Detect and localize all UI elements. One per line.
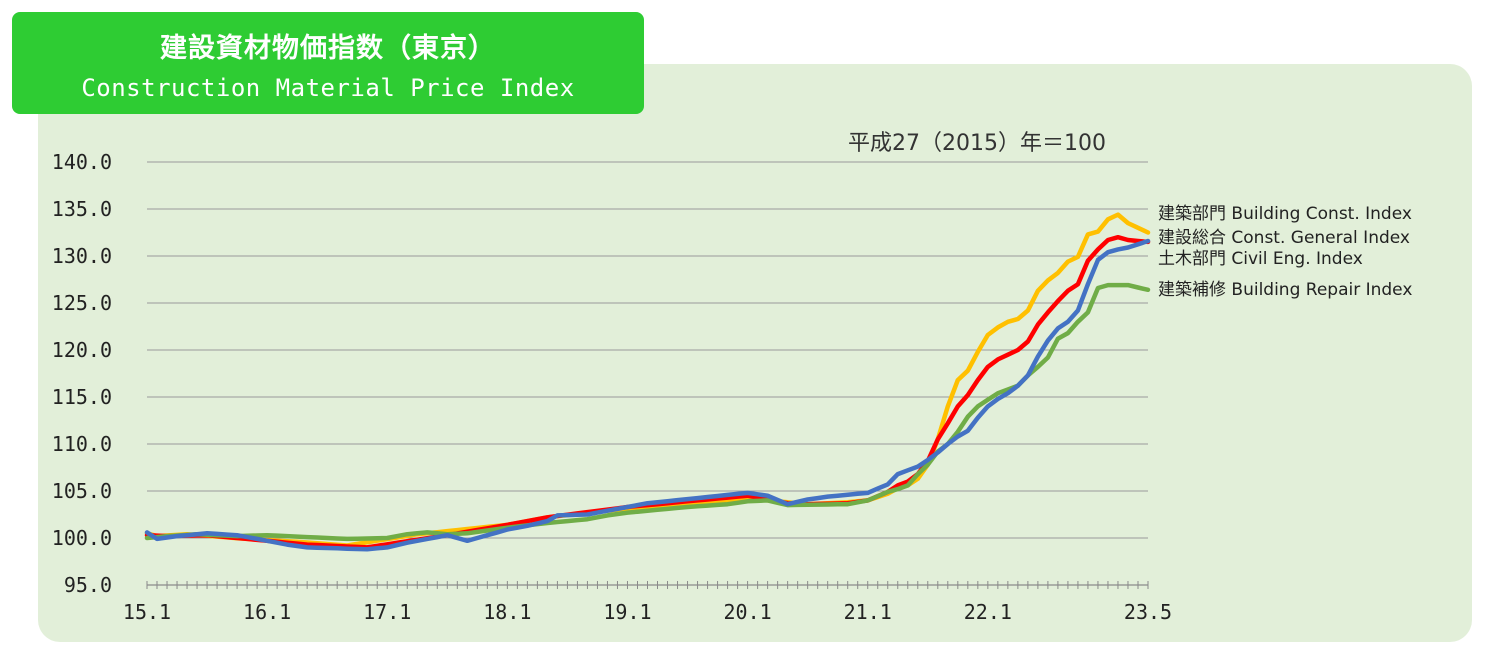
series-line-building-const-index [144,212,1151,548]
base-year-note: 平成27（2015）年＝100 [848,131,1106,156]
y-tick-label: 110.0 [52,432,112,456]
legend-label: 建設総合 Const. General Index [1158,228,1410,248]
x-tick-label: 23.5 [1124,600,1172,624]
y-tick-label: 100.0 [52,526,112,550]
chart-panel [38,64,1472,642]
legend-label: 建築補修 Building Repair Index [1158,280,1412,300]
x-tick-label: 22.1 [964,600,1012,624]
y-tick-label: 105.0 [52,479,112,503]
y-tick-label: 120.0 [52,338,112,362]
y-tick-label: 95.0 [64,573,112,597]
y-tick-label: 130.0 [52,244,112,268]
x-tick-label: 16.1 [243,600,291,624]
legend-label: 建築部門 Building Const. Index [1158,204,1412,224]
title-banner: 建設資材物価指数（東京） Construction Material Price… [12,12,644,114]
x-tick-label: 18.1 [483,600,531,624]
series-line-building-repair-index [144,282,1151,542]
y-tick-label: 115.0 [52,385,112,409]
legend-label: 土木部門 Civil Eng. Index [1158,249,1363,269]
series-line-civil-eng-index [144,238,1151,552]
y-tick-label: 135.0 [52,197,112,221]
chart-title-english: Construction Material Price Index [81,74,575,102]
x-tick-label: 21.1 [844,600,892,624]
x-tick-label: 20.1 [724,600,772,624]
y-tick-label: 125.0 [52,291,112,315]
y-tick-label: 140.0 [52,150,112,174]
chart-title-japanese: 建設資材物価指数（東京） [160,33,496,64]
x-tick-label: 15.1 [123,600,171,624]
x-tick-label: 19.1 [603,600,651,624]
x-tick-label: 17.1 [363,600,411,624]
